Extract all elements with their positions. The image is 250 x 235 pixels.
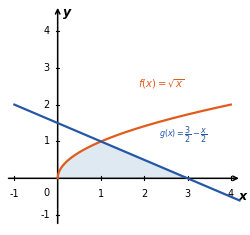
Text: 0: 0	[44, 188, 50, 198]
Polygon shape	[58, 141, 188, 178]
Text: 3: 3	[44, 63, 50, 73]
Text: 4: 4	[228, 189, 234, 199]
Text: $\bfit{x}$: $\bfit{x}$	[238, 190, 248, 203]
Text: 1: 1	[44, 137, 50, 146]
Text: -1: -1	[10, 189, 19, 199]
Text: -1: -1	[40, 210, 50, 220]
Text: 4: 4	[44, 26, 50, 36]
Text: 1: 1	[98, 189, 104, 199]
Text: $f(x) = \sqrt{x}$: $f(x) = \sqrt{x}$	[138, 78, 184, 91]
Text: $g(x) = \dfrac{3}{2} - \dfrac{x}{2}$: $g(x) = \dfrac{3}{2} - \dfrac{x}{2}$	[160, 125, 208, 145]
Text: $\bfit{y}$: $\bfit{y}$	[62, 7, 72, 21]
Text: 2: 2	[141, 189, 148, 199]
Text: 3: 3	[184, 189, 191, 199]
Text: 2: 2	[44, 100, 50, 110]
